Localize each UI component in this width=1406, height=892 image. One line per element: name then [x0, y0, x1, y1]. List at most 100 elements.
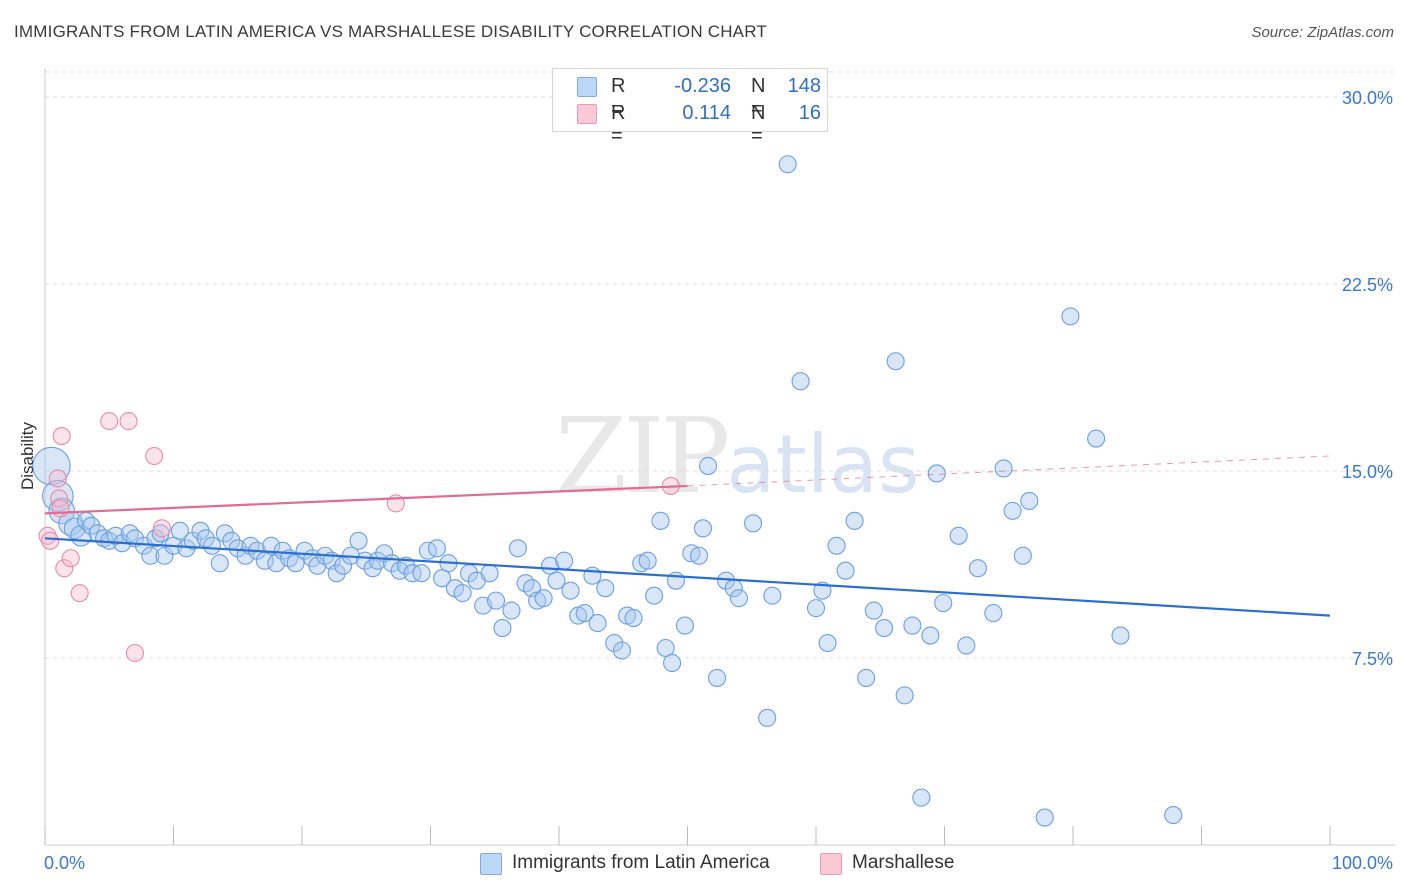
data-point [763, 586, 782, 605]
data-point [806, 599, 826, 618]
data-point [120, 524, 139, 543]
data-point [645, 586, 664, 605]
data-point [984, 604, 1003, 623]
data-point [82, 516, 101, 535]
data-point [486, 591, 506, 610]
data-point [1003, 501, 1022, 520]
data-point [368, 551, 387, 570]
data-point [1061, 307, 1080, 326]
data-point [427, 539, 446, 558]
data-point [196, 529, 215, 548]
source-label: Source: ZipAtlas.com [1251, 24, 1394, 41]
data-point [48, 469, 67, 488]
data-point [875, 619, 894, 638]
data-point [273, 541, 292, 560]
bottom-legend-label: Marshallese [852, 852, 955, 873]
data-point [38, 526, 57, 545]
legend-r-label: R = [611, 102, 626, 147]
legend-n-value: 148 [787, 75, 821, 97]
legend-swatch-blue [577, 77, 597, 97]
data-point [480, 564, 499, 583]
data-point [119, 412, 138, 431]
data-point [743, 514, 763, 533]
data-point [1013, 546, 1032, 565]
data-point [690, 546, 709, 565]
data-point [994, 459, 1013, 478]
watermark-atlas: atlas [726, 418, 920, 511]
data-point [699, 456, 718, 476]
grid-lines [45, 71, 1395, 659]
data-point [41, 531, 60, 550]
data-point [453, 584, 472, 603]
data-point [61, 549, 80, 568]
data-point [663, 653, 682, 673]
data-point [262, 536, 281, 555]
data-point [412, 564, 431, 583]
trend-lines [44, 455, 1331, 617]
data-point [534, 589, 553, 608]
data-point [656, 638, 675, 658]
data-point [968, 559, 987, 578]
bottom-legend-label: Immigrants from Latin America [512, 852, 770, 873]
data-point [729, 589, 748, 608]
data-point [845, 511, 864, 530]
data-point [547, 571, 566, 590]
data-point [51, 499, 70, 518]
trend-line-marshallese [44, 484, 688, 515]
data-point [827, 536, 846, 555]
data-point [203, 536, 222, 555]
data-point [758, 708, 777, 727]
data-point [397, 556, 416, 575]
legend-r-value: -0.236 [674, 75, 731, 97]
data-point [55, 559, 74, 578]
data-point [836, 561, 855, 580]
data-point [927, 464, 946, 483]
data-point [210, 554, 229, 573]
data-point [1035, 808, 1054, 827]
data-point [912, 788, 931, 807]
data-point [605, 633, 624, 653]
y-tick-label: 22.5% [1342, 275, 1393, 295]
correlation-legend: R = -0.236 N = 148 R = 0.114 N = 16 [552, 68, 828, 147]
data-point [886, 352, 905, 371]
data-point [1111, 626, 1130, 645]
data-point [433, 569, 452, 588]
data-point [349, 531, 368, 550]
data-point [778, 155, 797, 174]
data-point [583, 566, 602, 585]
data-point [638, 551, 657, 570]
data-point [1020, 491, 1039, 510]
data-point [791, 372, 810, 391]
bottom-legend-swatch-pink [820, 853, 842, 875]
series-marshallese [38, 412, 680, 663]
y-tick-label: 30.0% [1342, 88, 1393, 108]
data-point [857, 668, 876, 687]
x-tick-label-min: 0.0% [44, 853, 85, 873]
data-point [588, 614, 607, 633]
legend-r-label: R = [611, 75, 626, 120]
data-point [146, 529, 165, 548]
data-point [934, 594, 953, 613]
data-point [1164, 806, 1183, 825]
data-point [651, 511, 670, 530]
legend-n-label: N = [751, 75, 766, 120]
data-point [575, 604, 594, 623]
data-point [145, 446, 164, 466]
data-point [555, 551, 574, 570]
data-point [125, 643, 144, 663]
y-tick-label: 7.5% [1352, 649, 1393, 669]
y-axis-label: Disability [18, 421, 37, 490]
data-point [818, 633, 837, 653]
data-point [106, 526, 125, 545]
data-point [921, 626, 940, 645]
data-point [612, 641, 632, 660]
data-point [708, 668, 727, 687]
data-point [100, 412, 119, 431]
trend-line-latin-america [44, 537, 1331, 617]
axes [44, 68, 1395, 846]
data-point [308, 556, 327, 575]
data-point [152, 519, 171, 538]
data-point [675, 616, 694, 635]
data-point [286, 554, 305, 573]
